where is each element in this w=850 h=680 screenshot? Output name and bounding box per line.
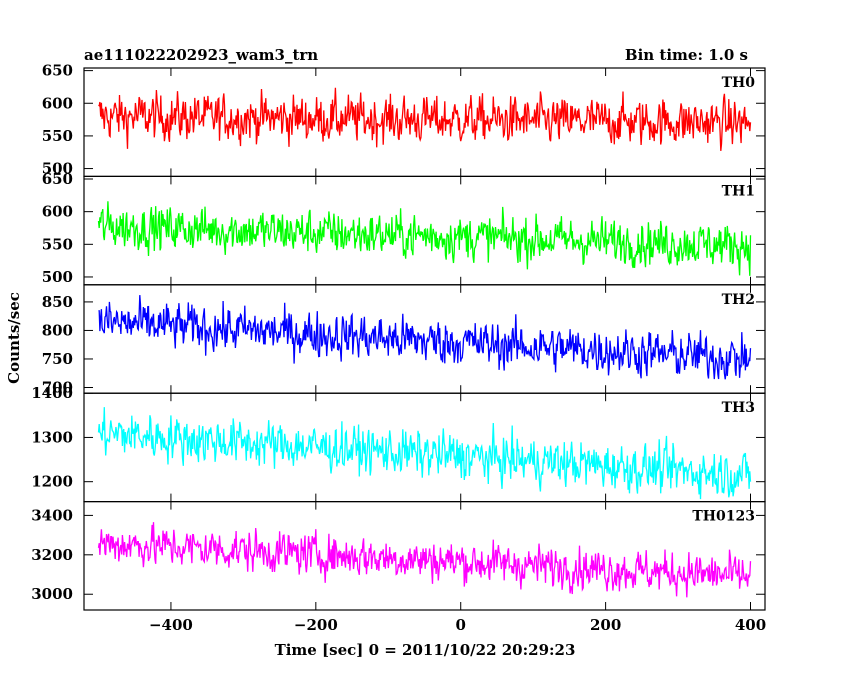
y-tick-label: 3000 <box>31 585 73 603</box>
series-line-th3 <box>97 407 752 500</box>
y-tick-label: 800 <box>42 321 73 339</box>
panel-label: TH1 <box>722 183 755 199</box>
series-line-th0123 <box>97 522 752 598</box>
series-line-th0 <box>98 87 752 151</box>
y-tick-label: 550 <box>42 235 73 253</box>
panel-th1: 500 550 600 650 TH1 <box>42 170 766 286</box>
series-line-th2 <box>98 295 752 380</box>
series-line-th1 <box>97 201 752 276</box>
y-tick-label: 3400 <box>31 506 73 524</box>
x-axis-label: Time [sec] 0 = 2011/10/22 20:29:23 <box>275 641 576 659</box>
y-axis-label: Counts/sec <box>5 292 23 384</box>
y-tick-label: 700 <box>42 378 73 396</box>
panel-th3: 1200 1300 1400 TH3 <box>31 384 766 503</box>
y-tick-label: 600 <box>42 203 73 221</box>
panel-th0123: 3000 3200 3400 TH0123 <box>31 501 766 611</box>
y-tick-label: 750 <box>42 350 73 368</box>
x-tick-label: −400 <box>149 616 193 634</box>
y-tick-label: 3200 <box>31 546 73 564</box>
panel-label: TH0 <box>722 75 756 91</box>
x-axis: −400 −200 0 200 400 <box>149 616 766 634</box>
bin-time-label: Bin time: 1.0 s <box>625 46 748 64</box>
y-tick-label: 1300 <box>31 428 73 446</box>
panel-label: TH2 <box>722 292 755 308</box>
y-tick-label: 1400 <box>31 384 73 402</box>
panel-th2: 700 750 800 850 TH2 <box>42 284 766 396</box>
y-tick-label: 600 <box>42 94 73 112</box>
panel-frame <box>83 501 766 611</box>
x-tick-label: 0 <box>456 616 466 634</box>
y-tick-label: 1200 <box>31 473 73 491</box>
panels-group: 500 550 600 650 TH0 500 550 600 650 TH1 700 750 800 8… <box>31 62 766 611</box>
chart-title: ae111022202923_wam3_trn <box>84 46 318 64</box>
x-tick-label: 200 <box>590 616 621 634</box>
x-tick-label: −200 <box>294 616 338 634</box>
y-tick-label: 650 <box>42 62 73 80</box>
panel-label: TH0123 <box>692 509 755 525</box>
x-tick-label: 400 <box>735 616 766 634</box>
y-tick-label: 650 <box>42 170 73 188</box>
panel-label: TH3 <box>722 400 755 416</box>
y-tick-label: 550 <box>42 127 73 145</box>
panel-th0: 500 550 600 650 TH0 <box>42 62 766 178</box>
y-tick-label: 500 <box>42 160 73 178</box>
y-tick-label: 500 <box>42 268 73 286</box>
y-tick-label: 850 <box>42 293 73 311</box>
